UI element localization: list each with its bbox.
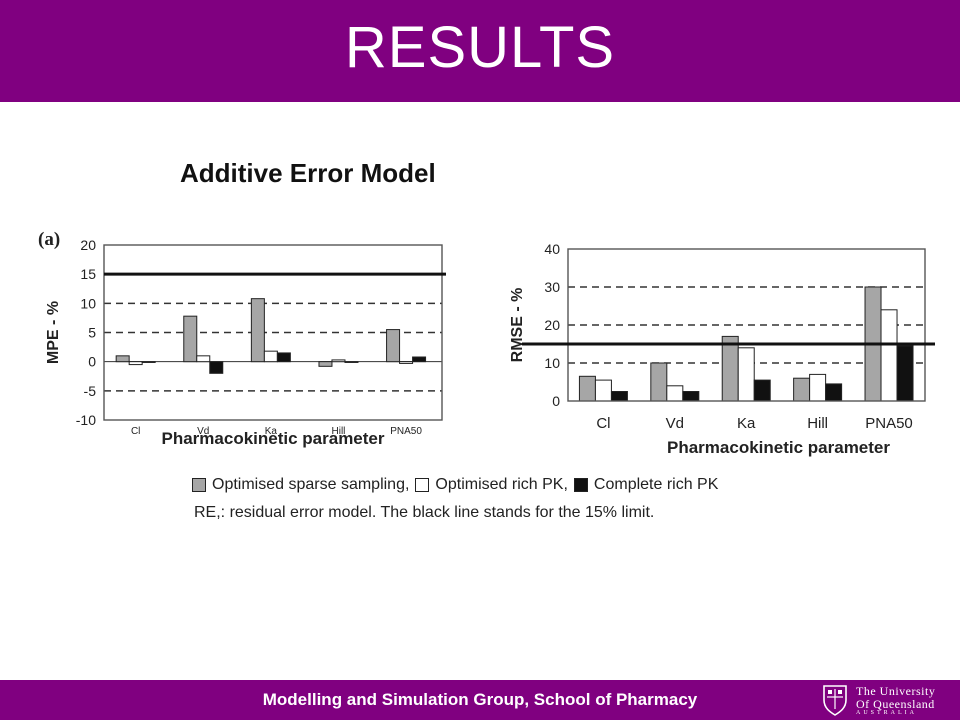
x-tick-label: Hill: [332, 426, 346, 437]
footer-text: Modelling and Simulation Group, School o…: [262, 690, 698, 709]
bar: [399, 361, 414, 364]
x-tick-label: Hill: [807, 415, 828, 432]
bar: [825, 383, 843, 402]
logo-line-1: The University: [856, 684, 936, 698]
x-axis-label: Pharmacokinetic parameter: [667, 438, 890, 457]
x-tick-label: Ka: [265, 426, 278, 437]
y-tick-label: 30: [544, 279, 560, 295]
crest-icon: [823, 685, 847, 716]
logo-line-2: Of Queensland: [856, 697, 935, 711]
bar: [209, 361, 224, 374]
legend-label-rich: Optimised rich PK,: [435, 476, 568, 493]
x-tick-label: Cl: [131, 426, 140, 437]
y-tick-label: -10: [76, 412, 96, 428]
bar: [263, 350, 278, 363]
legend-item-rich: Optimised rich PK,: [415, 476, 568, 494]
legend-item-sparse: Optimised sparse sampling,: [192, 476, 409, 494]
header-bar: RESULTS: [0, 0, 960, 102]
bar: [721, 335, 739, 402]
x-tick-label: PNA50: [865, 415, 913, 432]
rmse-chart: 40 30 20 10 0 Cl Vd Ka Hill PNA50 Pharmacokinetic …: [509, 241, 935, 457]
y-tick-label: 10: [80, 295, 96, 311]
y-tick-label: 20: [80, 237, 96, 253]
bar: [318, 361, 333, 367]
university-logo: The University Of Queensland AUSTRALIA: [822, 682, 952, 718]
legend-item-complete: Complete rich PK: [573, 476, 719, 494]
legend-swatch-complete: [573, 478, 588, 492]
bar: [594, 379, 612, 402]
bar: [331, 359, 346, 363]
bar: [141, 361, 156, 363]
legend-note: RE,: residual error model. The black lin…: [194, 504, 655, 521]
y-tick-label: 0: [552, 393, 560, 409]
bar: [610, 391, 628, 402]
bar: [128, 361, 143, 366]
legend-swatch-sparse: [192, 478, 206, 492]
bar: [183, 315, 198, 363]
bar: [412, 356, 427, 363]
bar: [250, 298, 265, 363]
slide-subtitle: Additive Error Model: [180, 158, 436, 188]
bar: [344, 361, 359, 363]
logo-line-3: AUSTRALIA: [856, 710, 917, 716]
panel-label: (a): [38, 229, 60, 250]
bar: [880, 309, 898, 402]
bar: [682, 391, 700, 402]
bar: [578, 375, 596, 402]
y-axis-label: MPE - %: [45, 301, 62, 364]
page-title: RESULTS: [344, 15, 616, 80]
x-axis-label: Pharmacokinetic parameter: [162, 429, 385, 448]
y-tick-label: 10: [544, 355, 560, 371]
y-tick-label: 40: [544, 241, 560, 257]
y-tick-label: -5: [84, 383, 97, 399]
x-tick-label: Vd: [197, 426, 209, 437]
legend-label-complete: Complete rich PK: [593, 476, 719, 493]
legend-swatch-rich: [415, 478, 430, 492]
x-tick-label: Vd: [666, 415, 684, 432]
x-tick-label: Ka: [737, 415, 756, 432]
bar: [666, 385, 684, 402]
plot-frame: [567, 248, 926, 402]
x-tick-label: Cl: [596, 415, 610, 432]
y-tick-label: 20: [544, 317, 560, 333]
mpe-chart: 20 15 10 5 0 -5 -10 Cl Vd Ka Hill PNA50 Pharmacokine…: [38, 229, 446, 448]
plot-frame: [103, 244, 443, 421]
bar: [196, 355, 211, 363]
y-tick-label: 0: [88, 354, 96, 370]
y-tick-label: 5: [88, 325, 96, 341]
bar: [896, 345, 914, 402]
x-tick-label: PNA50: [390, 426, 422, 437]
bar: [276, 352, 291, 363]
footer-bar: Modelling and Simulation Group, School o…: [0, 680, 960, 720]
chart-legend: Optimised sparse sampling, Optimised ric…: [192, 476, 724, 522]
y-axis-label: RMSE - %: [509, 288, 526, 363]
bar: [386, 329, 401, 363]
bar: [809, 373, 827, 402]
legend-row: Optimised sparse sampling, Optimised ric…: [192, 476, 724, 494]
bar: [115, 355, 130, 363]
y-tick-label: 15: [80, 266, 96, 282]
bar: [650, 362, 668, 402]
bar: [753, 379, 771, 402]
bar: [737, 347, 755, 402]
bar: [793, 377, 811, 402]
legend-label-sparse: Optimised sparse sampling,: [212, 476, 410, 493]
